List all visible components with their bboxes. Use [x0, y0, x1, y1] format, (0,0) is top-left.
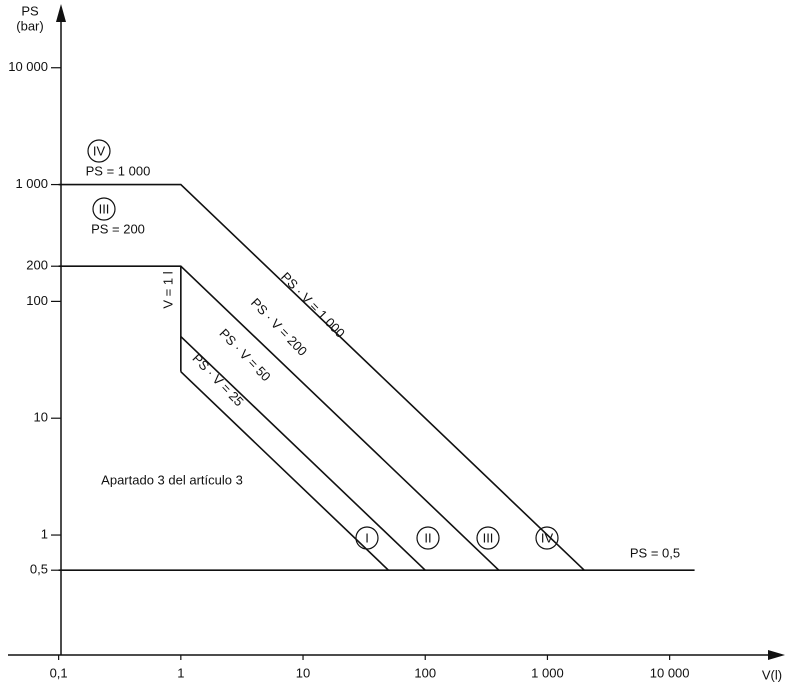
annotation: PS · V = 200 [248, 295, 310, 359]
category-circle [92, 197, 116, 221]
y-tick-label: 1 000 [15, 176, 48, 191]
annotation: Apartado 3 del artículo 3 [101, 472, 243, 487]
category-circle [355, 526, 379, 550]
annotation: PS · V = 25 [189, 351, 246, 410]
y-tick-label: 10 000 [8, 59, 48, 74]
y-tick-label: 0,5 [30, 562, 48, 577]
x-tick-label: 10 000 [650, 665, 690, 680]
y-tick-label: 200 [26, 258, 48, 273]
x-tick-label: 10 [296, 665, 310, 680]
x-tick-label: 1 000 [531, 665, 564, 680]
annotation: PS = 200 [91, 221, 145, 236]
category-line [58, 265, 500, 571]
category-circle [416, 526, 440, 550]
y-axis-unit: (bar) [16, 18, 43, 33]
category-line [180, 335, 426, 571]
x-axis-label: V(l) [762, 667, 782, 682]
category-label: III [99, 201, 110, 216]
category-circle [535, 526, 559, 550]
annotation: PS = 1 000 [86, 163, 151, 178]
category-circle [87, 139, 111, 163]
category-label: III [483, 530, 494, 545]
x-tick-label: 1 [177, 665, 184, 680]
x-tick-label: 0,1 [50, 665, 68, 680]
category-label: I [365, 530, 369, 545]
x-tick-label: 100 [414, 665, 436, 680]
category-line [180, 371, 390, 571]
category-line [58, 183, 585, 571]
category-label: IV [541, 530, 554, 545]
annotation: V = 1 l [160, 271, 175, 308]
category-label: IV [93, 143, 106, 158]
y-tick-label: 100 [26, 293, 48, 308]
category-label: II [424, 530, 431, 545]
annotation: PS = 0,5 [630, 545, 680, 560]
y-tick-label: 1 [41, 526, 48, 541]
y-axis-arrow [56, 4, 66, 22]
x-axis-arrow [768, 650, 785, 660]
y-axis-label: PS [21, 3, 39, 18]
category-circle [476, 526, 500, 550]
y-tick-label: 10 [34, 410, 48, 425]
